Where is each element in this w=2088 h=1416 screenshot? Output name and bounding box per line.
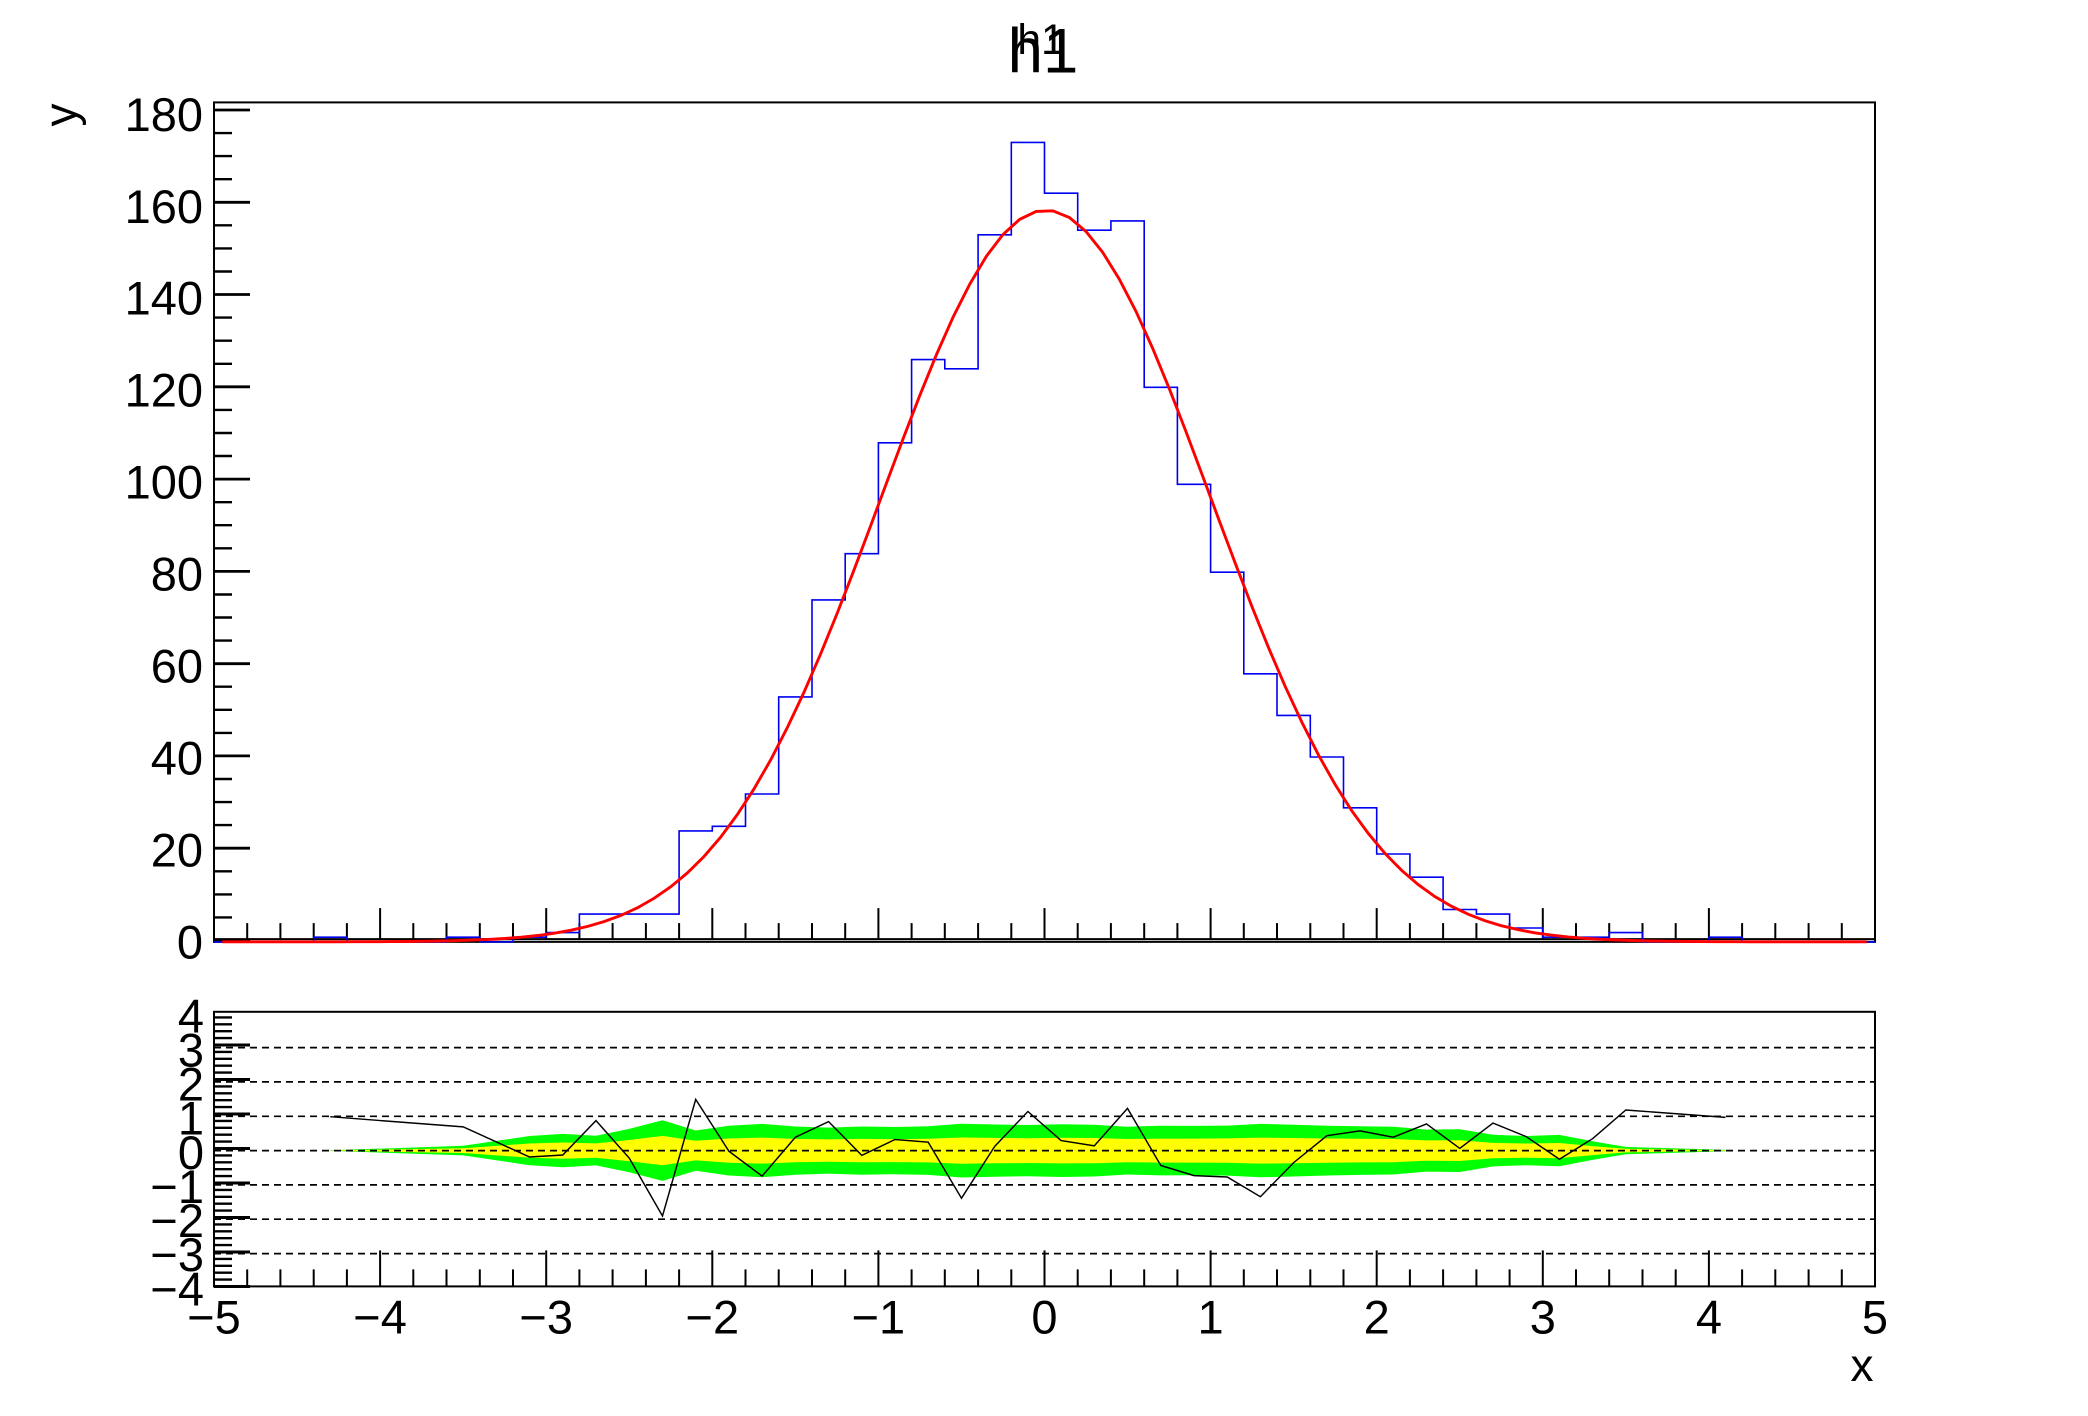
svg-text:160: 160 xyxy=(125,180,203,233)
svg-text:5: 5 xyxy=(1862,1291,1888,1344)
svg-text:−3: −3 xyxy=(150,1228,204,1281)
svg-text:140: 140 xyxy=(125,272,203,325)
svg-text:1: 1 xyxy=(178,1092,204,1145)
svg-text:60: 60 xyxy=(151,640,203,693)
svg-text:−3: −3 xyxy=(519,1291,573,1344)
svg-text:−4: −4 xyxy=(150,1262,204,1315)
svg-text:0: 0 xyxy=(178,1126,204,1179)
svg-text:2: 2 xyxy=(1364,1291,1390,1344)
svg-text:−2: −2 xyxy=(686,1291,740,1344)
svg-text:h1: h1 xyxy=(1017,17,1064,64)
svg-text:4: 4 xyxy=(178,989,204,1042)
svg-text:0: 0 xyxy=(1031,1291,1057,1344)
svg-text:x: x xyxy=(1851,1339,1874,1391)
svg-text:1: 1 xyxy=(1198,1291,1224,1344)
svg-text:2: 2 xyxy=(178,1058,204,1111)
svg-text:0: 0 xyxy=(177,916,203,969)
svg-text:40: 40 xyxy=(151,732,203,785)
svg-text:180: 180 xyxy=(125,88,203,141)
svg-text:120: 120 xyxy=(125,364,203,417)
svg-text:−5: −5 xyxy=(187,1291,241,1344)
svg-text:80: 80 xyxy=(151,548,203,601)
svg-text:h1: h1 xyxy=(1008,17,1079,87)
svg-text:−1: −1 xyxy=(150,1160,204,1213)
svg-text:100: 100 xyxy=(125,456,203,509)
svg-text:3: 3 xyxy=(1530,1291,1556,1344)
svg-text:−1: −1 xyxy=(852,1291,906,1344)
svg-text:4: 4 xyxy=(1696,1291,1722,1344)
svg-text:3: 3 xyxy=(178,1023,204,1076)
svg-text:y: y xyxy=(35,104,87,127)
svg-text:−2: −2 xyxy=(150,1194,204,1247)
svg-text:20: 20 xyxy=(151,824,203,877)
svg-text:−4: −4 xyxy=(353,1291,407,1344)
